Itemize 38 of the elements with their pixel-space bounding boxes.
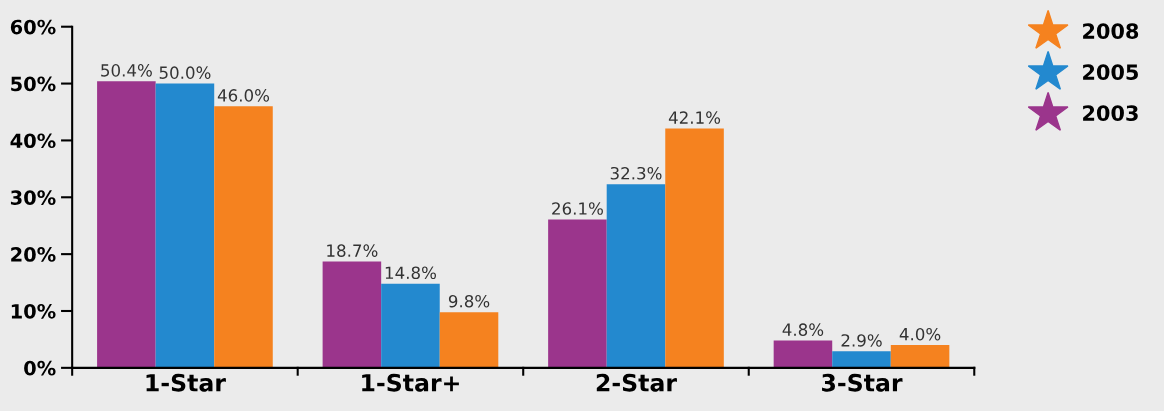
data-label: 9.8% [448, 294, 490, 308]
bar [832, 351, 891, 368]
y-tick-label: 20% [11, 247, 56, 262]
bar [773, 340, 833, 368]
y-tick-label: 30% [10, 190, 56, 205]
y-tick-label: 40% [10, 133, 56, 149]
legend-label: 2008 [1083, 23, 1139, 39]
bar [214, 106, 273, 368]
y-tick-label: 10% [11, 303, 56, 319]
data-label: 50.0% [159, 66, 211, 79]
data-label: 46.0% [217, 89, 270, 102]
data-label: 2.9% [841, 334, 882, 347]
legend-label: 2005 [1083, 64, 1138, 80]
bar [606, 184, 666, 368]
bar [890, 345, 950, 368]
data-label: 32.3% [610, 166, 662, 180]
y-tick-label: 50% [11, 76, 56, 92]
bar [155, 83, 215, 368]
y-tick-label: 60% [10, 19, 56, 35]
data-label: 26.1% [552, 202, 603, 215]
x-tick-label: 2-Star [596, 373, 677, 392]
legend-label: 2003 [1083, 105, 1138, 121]
data-label: 14.8% [385, 266, 437, 280]
x-tick-label: 1-Star+ [362, 373, 459, 392]
y-tick-label: 0% [24, 360, 56, 376]
data-label: 4.8% [782, 323, 824, 336]
x-tick-label: 3-Star [822, 373, 903, 392]
bar [322, 261, 382, 368]
data-label: 50.4% [101, 64, 152, 77]
bar [548, 219, 607, 368]
data-label: 18.7% [327, 244, 378, 257]
bar [97, 81, 156, 368]
bar [665, 128, 724, 368]
bar [439, 312, 499, 368]
data-label: 4.0% [899, 327, 941, 341]
x-tick-label: 1-Star [146, 373, 226, 392]
bar [381, 283, 440, 368]
data-label: 42.1% [668, 111, 721, 124]
